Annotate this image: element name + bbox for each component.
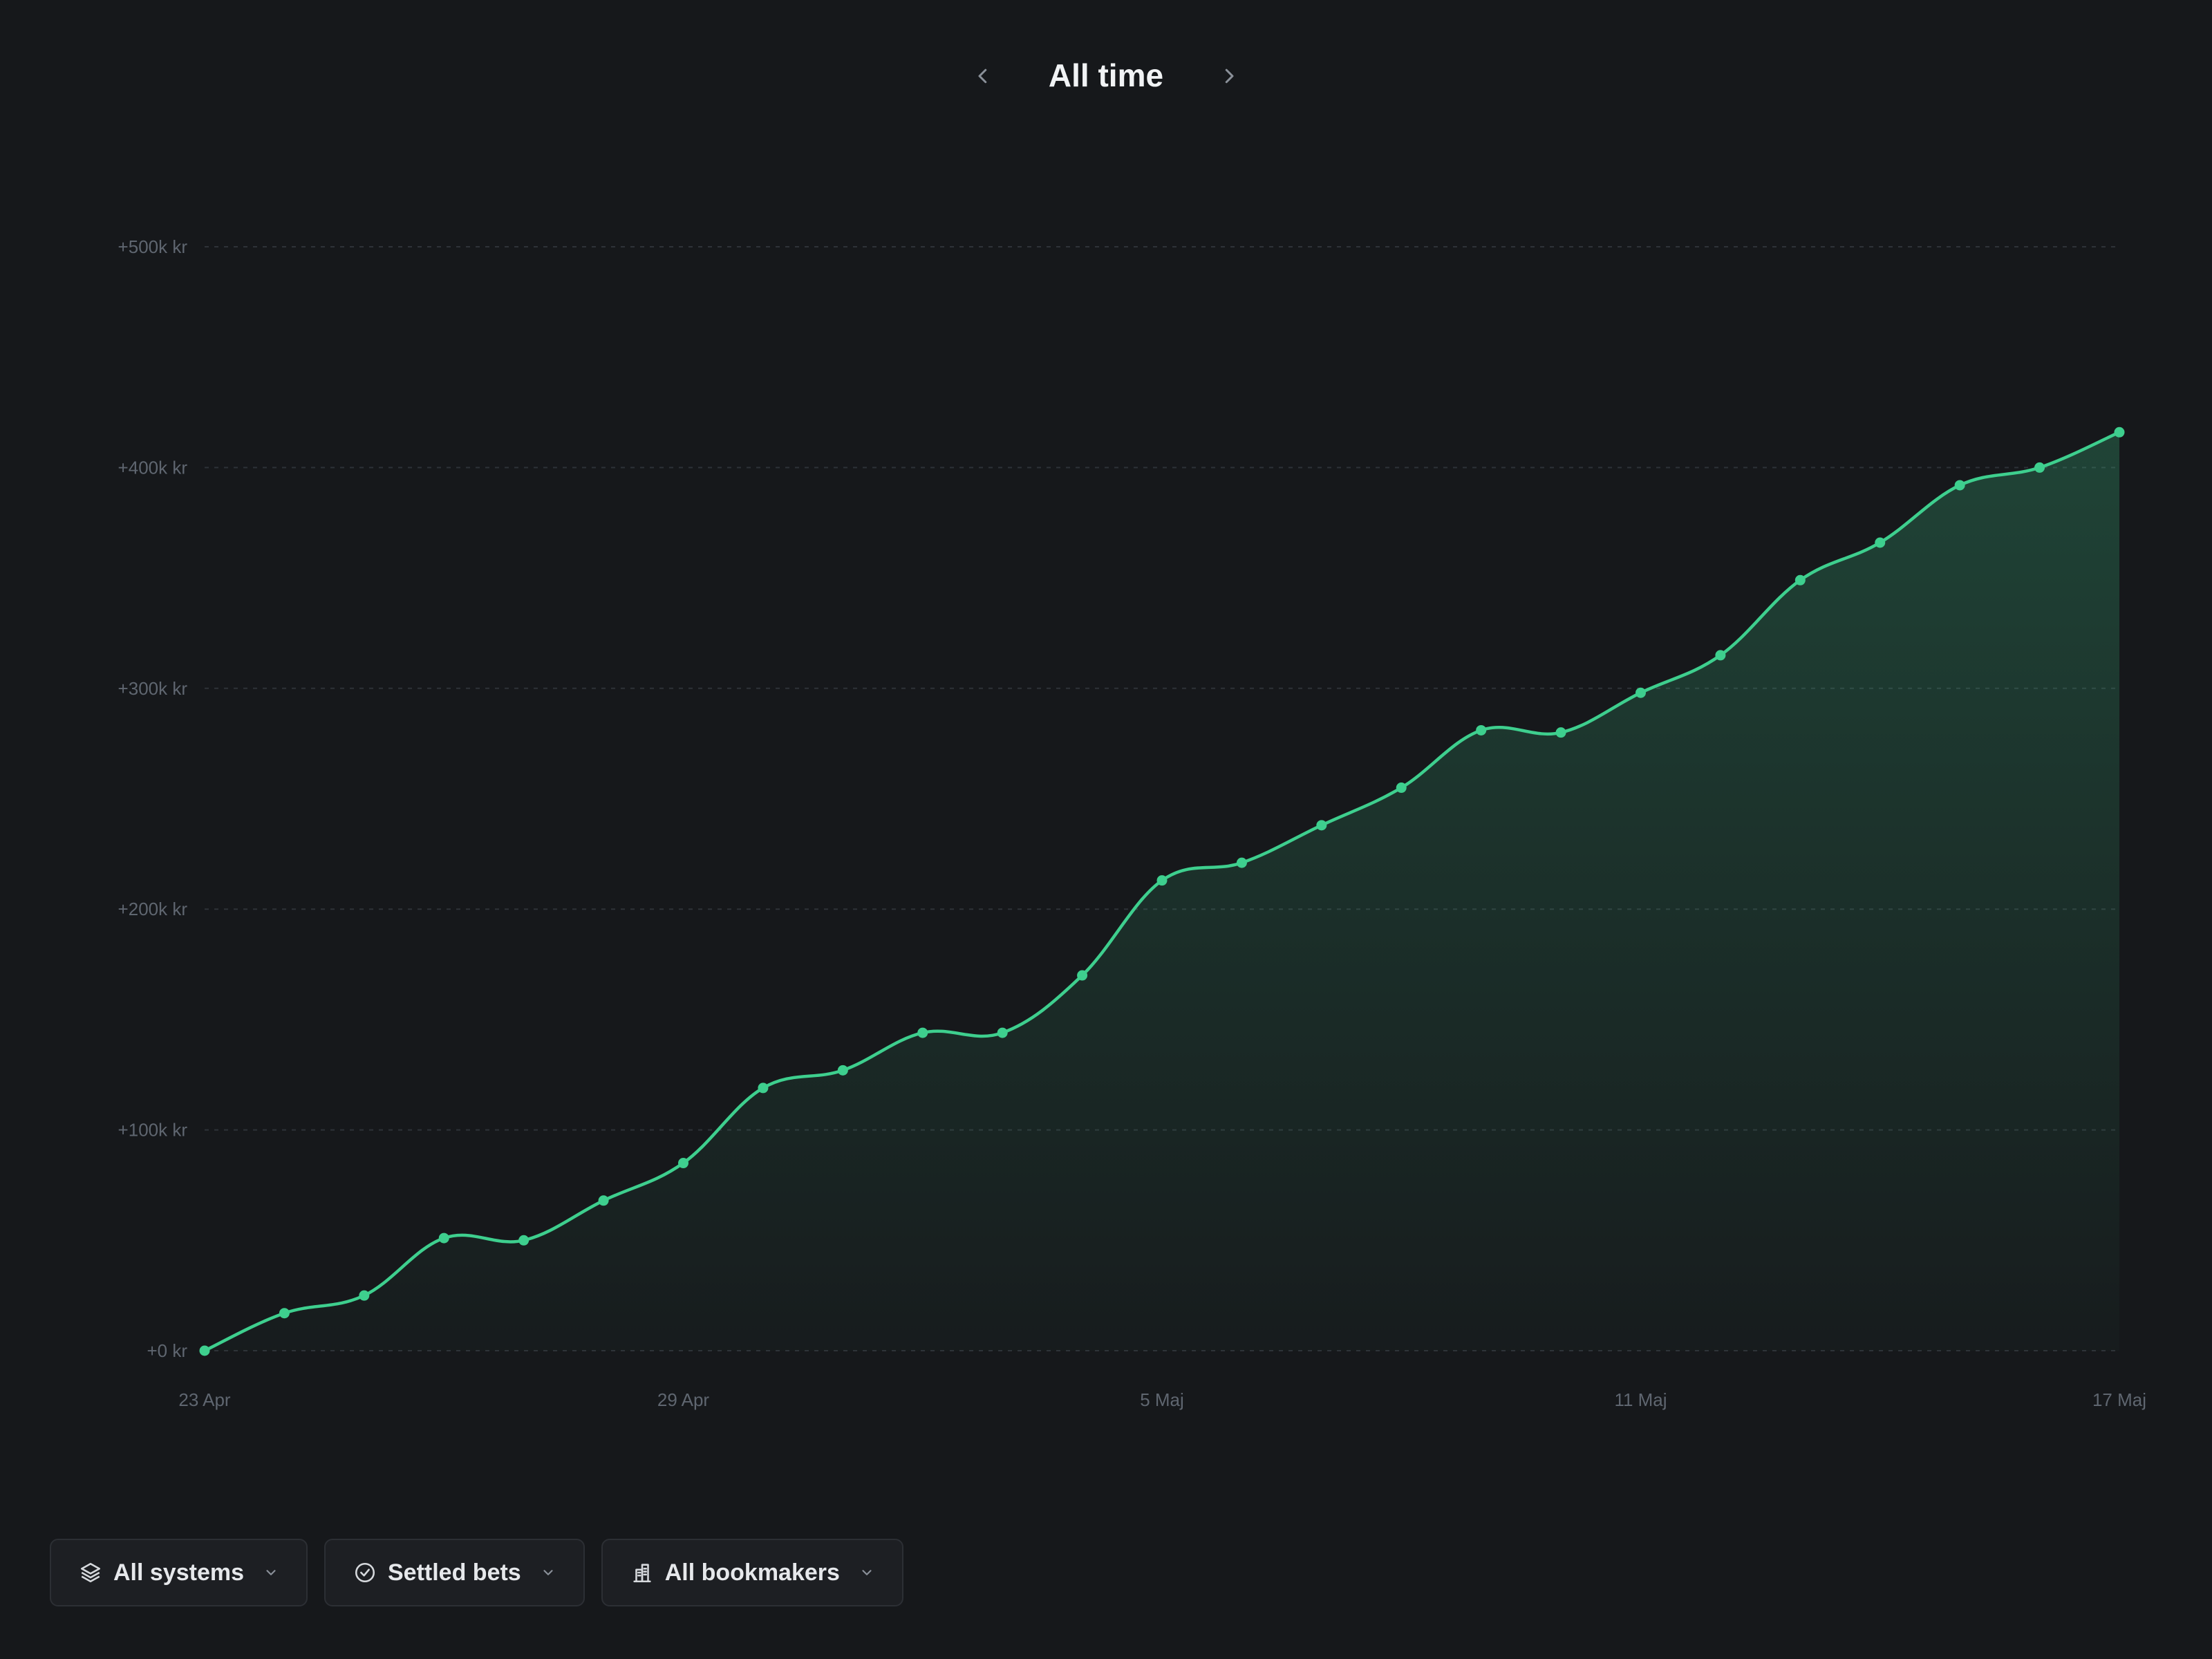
y-tick-label: +200k kr <box>118 899 188 919</box>
chevron-left-icon <box>973 66 993 90</box>
bet-status-filter-button[interactable]: Settled bets <box>324 1539 585 1606</box>
data-point[interactable] <box>997 1027 1008 1038</box>
bet-status-filter-label: Settled bets <box>388 1559 521 1586</box>
data-point[interactable] <box>1555 727 1566 738</box>
layers-icon <box>79 1561 102 1584</box>
check-circle-icon <box>353 1561 377 1584</box>
previous-period-button[interactable] <box>962 57 1004 98</box>
data-point[interactable] <box>598 1195 609 1206</box>
chevron-right-icon <box>1219 66 1239 90</box>
data-point[interactable] <box>1316 820 1327 831</box>
data-point[interactable] <box>678 1158 688 1169</box>
bank-icon <box>630 1561 654 1584</box>
chevron-down-icon <box>859 1565 874 1580</box>
filter-bar: All systems Settled bets All bookmakers <box>50 1539 903 1606</box>
data-point[interactable] <box>1156 875 1168 886</box>
data-point[interactable] <box>359 1290 370 1301</box>
header: All time <box>0 50 2212 112</box>
data-point[interactable] <box>518 1235 529 1246</box>
chevron-down-icon <box>263 1565 279 1580</box>
x-tick-label: 23 Apr <box>178 1389 231 1410</box>
x-tick-label: 5 Maj <box>1140 1389 1184 1410</box>
bookmakers-filter-label: All bookmakers <box>664 1559 840 1586</box>
data-point[interactable] <box>1396 782 1407 794</box>
data-point[interactable] <box>917 1027 928 1038</box>
data-point[interactable] <box>837 1065 848 1076</box>
data-point[interactable] <box>279 1308 290 1319</box>
systems-filter-label: All systems <box>113 1559 244 1586</box>
x-tick-label: 29 Apr <box>657 1389 710 1410</box>
x-tick-label: 17 Maj <box>2092 1389 2146 1410</box>
data-point[interactable] <box>199 1345 210 1356</box>
period-title: All time <box>1048 57 1164 93</box>
y-tick-label: +400k kr <box>118 457 188 478</box>
data-point[interactable] <box>2034 462 2045 473</box>
data-point[interactable] <box>1875 537 1886 548</box>
data-point[interactable] <box>438 1232 449 1244</box>
y-tick-label: +100k kr <box>118 1120 188 1141</box>
data-point[interactable] <box>1476 724 1487 735</box>
y-tick-label: +0 kr <box>147 1340 187 1361</box>
systems-filter-button[interactable]: All systems <box>50 1539 308 1606</box>
data-point[interactable] <box>1715 650 1726 661</box>
data-point[interactable] <box>1635 687 1646 698</box>
y-tick-label: +500k kr <box>118 236 188 257</box>
bookmakers-filter-button[interactable]: All bookmakers <box>601 1539 903 1606</box>
data-point[interactable] <box>758 1082 769 1094</box>
data-point[interactable] <box>1077 970 1088 981</box>
chevron-down-icon <box>541 1565 556 1580</box>
x-tick-label: 11 Maj <box>1614 1389 1667 1410</box>
next-period-button[interactable] <box>1208 57 1250 98</box>
y-tick-label: +300k kr <box>118 678 188 699</box>
data-point[interactable] <box>1794 574 1806 585</box>
data-point[interactable] <box>1236 857 1247 868</box>
series-area <box>205 432 2119 1351</box>
data-point[interactable] <box>1954 480 1965 491</box>
data-point[interactable] <box>2114 427 2125 438</box>
